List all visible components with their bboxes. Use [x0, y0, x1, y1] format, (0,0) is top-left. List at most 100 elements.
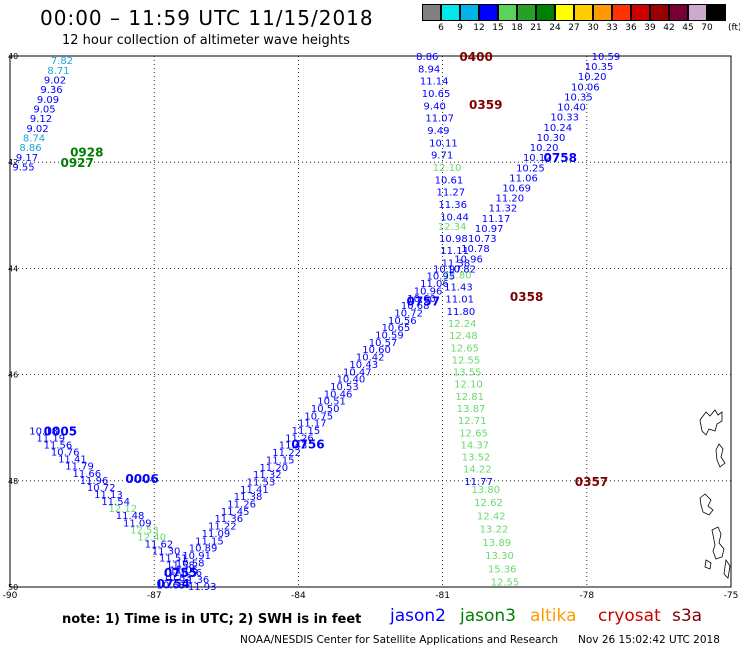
wave-height-value: 10.30 [537, 133, 566, 144]
wave-height-value: 10.65 [422, 89, 451, 100]
scale-swatch [650, 4, 669, 21]
wave-height-value: 12.42 [477, 511, 506, 522]
wave-height-value: 12.65 [450, 343, 479, 354]
wave-height-value: 10.72 [394, 308, 423, 319]
wave-height-value: 9.55 [12, 162, 34, 173]
scale-label: 36 [625, 23, 637, 33]
coastline [699, 409, 731, 579]
wave-height-value: 10.20 [578, 72, 607, 83]
legend-s3a: s3a [672, 606, 703, 626]
wave-height-value: 10.60 [407, 294, 436, 305]
wave-height-value: 13.55 [453, 368, 482, 379]
wave-height-value: 14.22 [463, 465, 492, 476]
wave-height-value: 10.95 [427, 272, 456, 283]
scale-label: 21 [530, 23, 542, 33]
wave-height-value: 10.63 [157, 580, 186, 591]
credit-line: NOAA/NESDIS Center for Satellite Applica… [240, 634, 558, 646]
wave-height-value: 11.20 [259, 463, 288, 474]
wave-height-value: 11.09 [123, 518, 152, 529]
wave-height-value: 10.43 [349, 360, 378, 371]
longitude-label: -87 [147, 591, 162, 601]
scale-label: 24 [549, 23, 561, 33]
wave-height-value: 11.51 [159, 554, 188, 565]
wave-height-value: 13.22 [480, 525, 509, 536]
wave-height-value: 10.60 [362, 345, 391, 356]
wave-height-value: 11.07 [425, 114, 454, 125]
wave-height-value: 11.17 [482, 214, 511, 225]
scale-swatch [669, 4, 688, 21]
wave-height-value: 10.25 [516, 163, 545, 174]
pass-time-label: 0758 [544, 151, 577, 165]
wave-height-value: 11.06 [509, 173, 538, 184]
wave-height-value: 11.77 [464, 477, 493, 488]
scale-swatch [555, 4, 574, 21]
wave-height-value: 13.52 [462, 453, 491, 464]
wave-height-value: 10.68 [401, 301, 430, 312]
wave-height-value: 12.24 [448, 319, 477, 330]
longitude-label: -90 [3, 591, 18, 601]
pass-time-label: 0756 [291, 438, 324, 452]
wave-height-value: 10.96 [414, 286, 443, 297]
wave-height-value: 11.32 [253, 470, 282, 481]
pass-time-label: 0357 [575, 475, 608, 489]
wave-height-value: 12.55 [491, 578, 520, 589]
wave-height-value: 11.38 [442, 258, 471, 269]
latitude-label: 40 [8, 52, 18, 61]
wave-height-value: 10.73 [468, 234, 497, 245]
wave-height-value: 11.43 [279, 441, 308, 452]
legend-jason2: jason2 [390, 606, 446, 626]
wave-height-value: 9.36 [40, 85, 62, 96]
wave-height-value: 11.06 [169, 566, 198, 577]
latitude-label: 44 [8, 264, 18, 273]
wave-height-value: 10.46 [324, 389, 353, 400]
scale-label: 42 [663, 23, 675, 33]
wave-height-value: 10.18 [29, 426, 58, 437]
wave-height-value: 11.36 [181, 575, 210, 586]
wave-height-value: 11.79 [65, 462, 94, 473]
wave-height-value: 9.40 [424, 101, 446, 112]
wave-height-value: 9.12 [30, 114, 52, 125]
scale-swatch [460, 4, 479, 21]
wave-height-value: 11.19 [36, 433, 65, 444]
wave-height-value: 11.26 [227, 500, 256, 511]
pass-time-label: 0006 [125, 472, 158, 486]
wave-height-value: 11.43 [444, 283, 473, 294]
pass-time-label: 0755 [164, 566, 197, 580]
wave-height-value: 12.48 [449, 331, 478, 342]
wave-height-value: 10.35 [585, 62, 614, 73]
scale-swatch [707, 4, 726, 21]
scale-swatch [441, 4, 460, 21]
scale-label: 15 [492, 23, 504, 33]
wave-height-value: 10.89 [189, 544, 218, 555]
latitude-label: 48 [8, 477, 18, 486]
wave-height-value: 11.32 [489, 204, 518, 215]
wave-height-value: 15.36 [488, 564, 517, 575]
wave-height-value: 13.30 [485, 551, 514, 562]
wave-height-value: 11.38 [234, 492, 263, 503]
wave-height-value: 10.56 [388, 316, 417, 327]
pass-time-label: 0005 [44, 424, 77, 438]
wave-height-value: 11.01 [445, 295, 474, 306]
scale-swatch [498, 4, 517, 21]
wave-height-value: 12.10 [454, 380, 483, 391]
wave-height-value: 11.11 [440, 246, 469, 257]
pass-time-label: 0358 [510, 290, 543, 304]
latitude-label: 46 [8, 371, 18, 380]
wave-height-value: 8.86 [416, 52, 438, 63]
scale-label: 39 [644, 23, 656, 33]
wave-height-value: 11.48 [116, 511, 145, 522]
wave-height-value: 10.40 [557, 103, 586, 114]
wave-height-value: 11.09 [202, 529, 231, 540]
wave-height-value: 13.87 [457, 404, 486, 415]
scale-label: 9 [457, 23, 463, 33]
scale-unit: (ft) [728, 23, 740, 33]
wave-height-value: 10.24 [544, 123, 573, 134]
wave-height-value: 9.17 [16, 153, 38, 164]
wave-height-value: 10.83 [163, 573, 192, 584]
scale-label: 33 [606, 23, 618, 33]
wave-height-value: 12.62 [474, 498, 503, 509]
wave-height-value: 11.58 [166, 561, 195, 572]
chart-subtitle: 12 hour collection of altimeter wave hei… [62, 33, 350, 48]
wave-height-value: 9.02 [44, 76, 66, 87]
wave-height-value: 10.53 [330, 382, 359, 393]
